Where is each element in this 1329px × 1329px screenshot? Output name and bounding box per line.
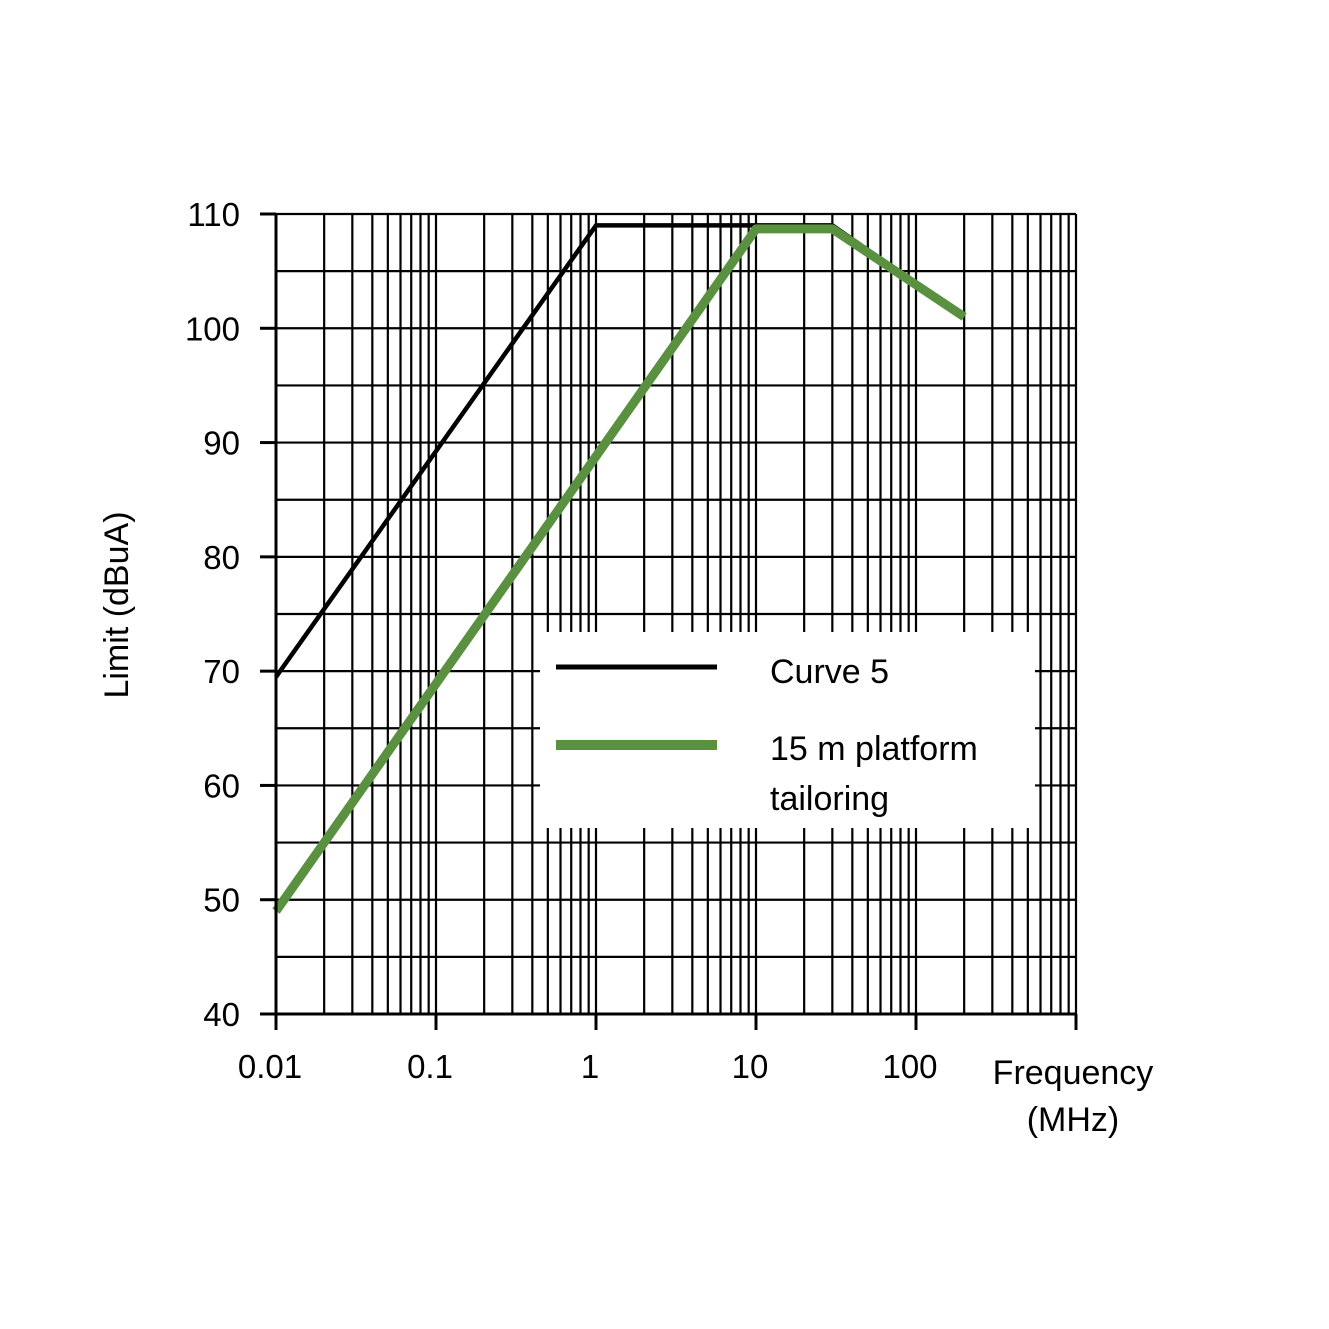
- x-axis-label-line-2: (MHz): [1027, 1101, 1120, 1139]
- series-layer: [272, 223, 967, 914]
- series-line-2: [272, 224, 967, 914]
- series-line-1: [274, 223, 966, 679]
- y-tick-label: 40: [203, 996, 240, 1033]
- y-tick-label: 50: [203, 882, 240, 919]
- legend-label-platform-tailoring-line-2: tailoring: [770, 780, 889, 818]
- x-tick-label: 100: [882, 1048, 937, 1085]
- legend-label-curve-5: Curve 5: [770, 653, 889, 691]
- y-tick-label: 70: [203, 653, 240, 690]
- axes: [260, 212, 1078, 1030]
- y-tick-label: 80: [203, 539, 240, 576]
- y-tick-label: 90: [203, 425, 240, 462]
- y-axis-label: Limit (dBuA): [98, 511, 136, 698]
- legend: Curve 5 15 m platform tailoring: [556, 653, 978, 818]
- x-tick-label: 1: [581, 1048, 599, 1085]
- grid: [274, 212, 1078, 1016]
- x-tick-label: 0.01: [238, 1048, 302, 1085]
- y-tick-label: 100: [185, 310, 240, 347]
- x-axis-label-line-1: Frequency: [993, 1054, 1154, 1092]
- legend-label-platform-tailoring-line-1: 15 m platform: [770, 730, 978, 768]
- y-tick-label: 110: [187, 196, 240, 233]
- y-tick-label: 60: [203, 767, 240, 804]
- x-tick-label: 0.1: [407, 1048, 453, 1085]
- x-tick-label: 10: [732, 1048, 769, 1085]
